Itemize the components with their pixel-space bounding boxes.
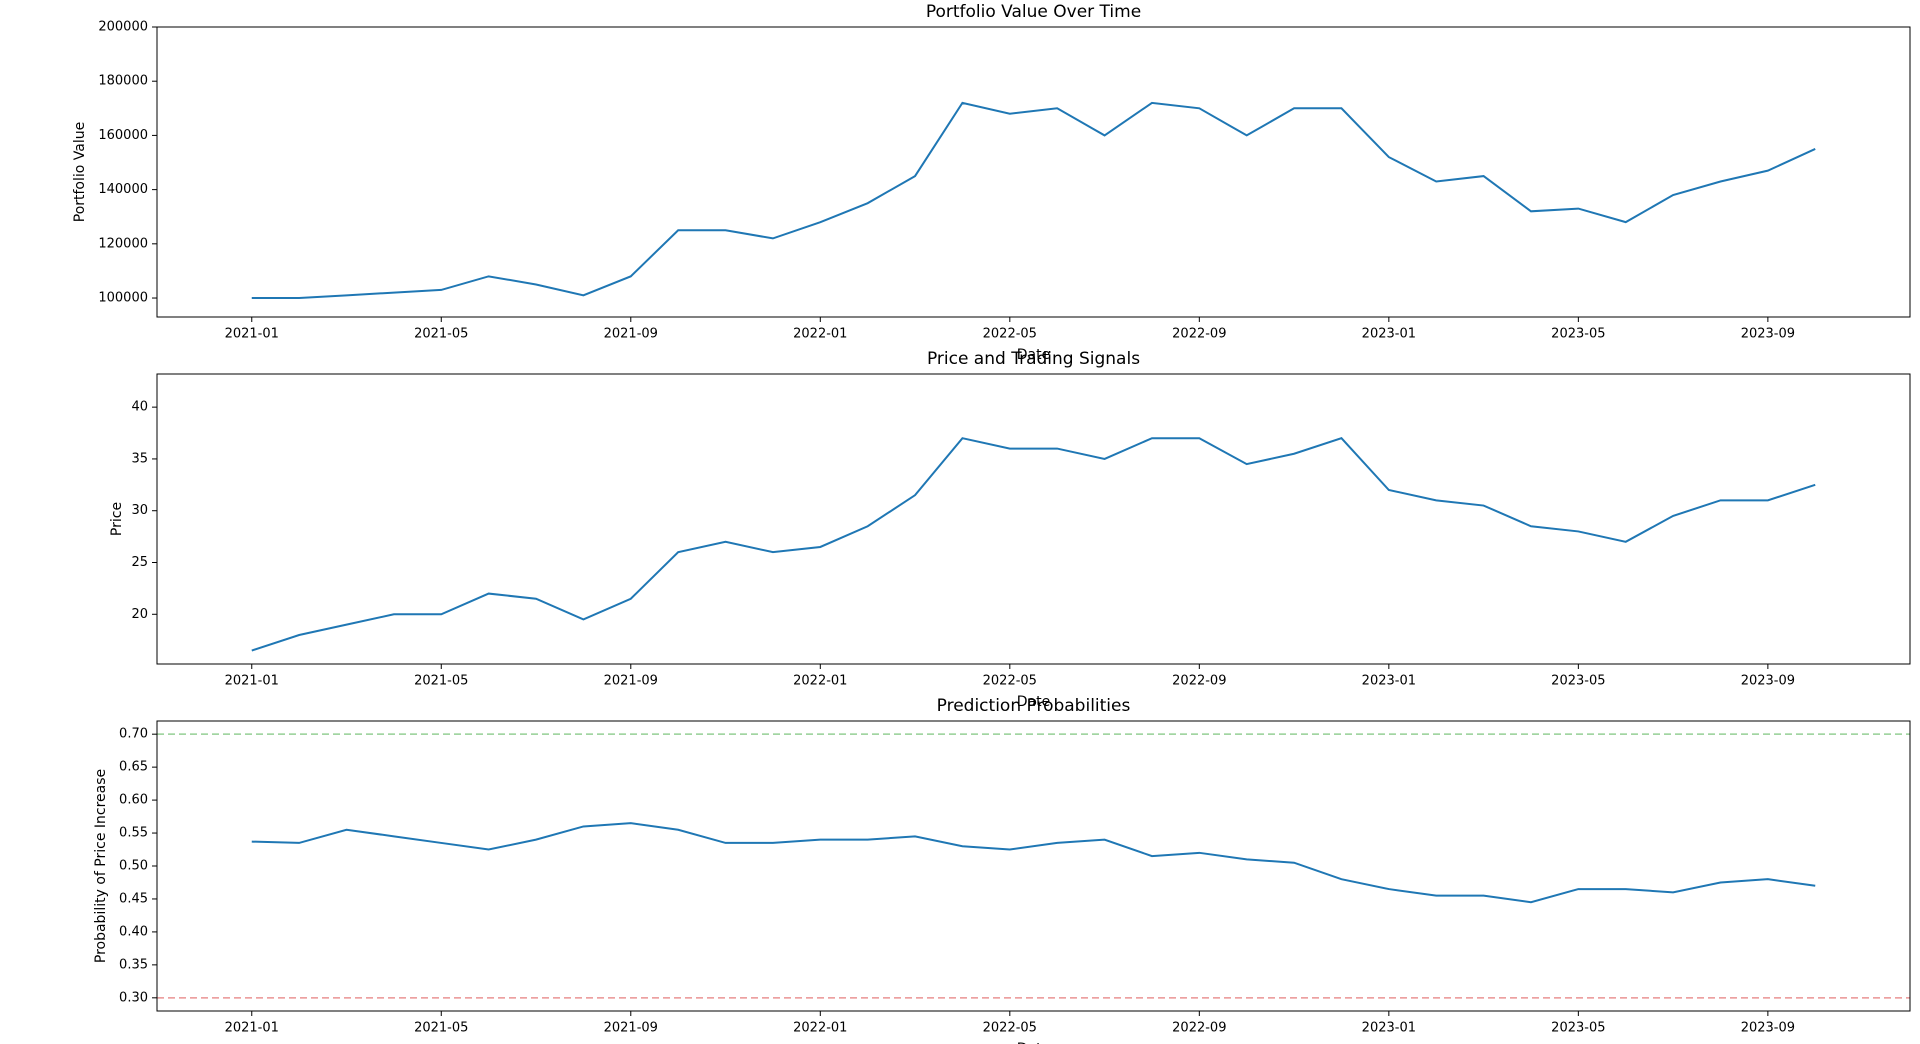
x-tick-label: 2021-01	[225, 1021, 279, 1036]
y-axis-label: Price	[109, 502, 125, 536]
x-axis-label: Date	[1017, 347, 1050, 363]
x-tick-label: 2023-05	[1551, 1021, 1605, 1036]
y-tick-label: 35	[131, 451, 148, 466]
x-tick-label: 2023-05	[1551, 327, 1605, 342]
y-tick-label: 0.65	[119, 760, 148, 775]
x-tick-label: 2021-05	[414, 327, 468, 342]
y-tick-label: 0.35	[119, 957, 148, 972]
x-tick-label: 2022-09	[1172, 674, 1226, 689]
y-tick-label: 0.50	[119, 859, 148, 874]
y-tick-label: 180000	[98, 74, 148, 89]
x-axis-label: Date	[1017, 694, 1050, 710]
y-tick-label: 30	[131, 503, 148, 518]
x-tick-label: 2023-09	[1741, 1021, 1795, 1036]
y-tick-label: 0.45	[119, 891, 148, 906]
y-tick-label: 0.60	[119, 793, 148, 808]
x-tick-label: 2022-05	[983, 1021, 1037, 1036]
x-tick-label: 2021-09	[604, 327, 658, 342]
x-tick-label: 2021-01	[225, 674, 279, 689]
y-tick-label: 120000	[98, 236, 148, 251]
y-tick-label: 140000	[98, 182, 148, 197]
x-tick-label: 2022-01	[793, 674, 847, 689]
y-tick-label: 160000	[98, 128, 148, 143]
x-tick-label: 2022-01	[793, 327, 847, 342]
y-tick-label: 40	[131, 400, 148, 415]
plot-frame	[156, 373, 1911, 665]
x-axis-label: Date	[1017, 1041, 1050, 1044]
x-tick-label: 2023-01	[1362, 674, 1416, 689]
x-tick-label: 2021-09	[604, 674, 658, 689]
y-tick-label: 100000	[98, 291, 148, 306]
x-tick-label: 2021-01	[225, 327, 279, 342]
chart-title: Prediction Probabilities	[937, 696, 1131, 716]
x-tick-label: 2022-05	[983, 327, 1037, 342]
y-axis-label: Portfolio Value	[72, 122, 88, 223]
y-tick-label: 20	[131, 607, 148, 622]
y-tick-label: 25	[131, 555, 148, 570]
x-tick-label: 2023-01	[1362, 1021, 1416, 1036]
x-tick-label: 2023-01	[1362, 327, 1416, 342]
y-tick-label: 0.40	[119, 924, 148, 939]
x-tick-label: 2022-09	[1172, 327, 1226, 342]
data-line	[251, 101, 1816, 300]
x-tick-label: 2023-05	[1551, 674, 1605, 689]
y-tick-label: 0.70	[119, 727, 148, 742]
x-tick-label: 2021-05	[414, 1021, 468, 1036]
x-tick-label: 2023-09	[1741, 327, 1795, 342]
plot-frame	[156, 26, 1911, 318]
x-tick-label: 2022-01	[793, 1021, 847, 1036]
data-line	[251, 437, 1816, 652]
x-tick-label: 2022-09	[1172, 1021, 1226, 1036]
chart-title: Price and Trading Signals	[927, 349, 1140, 369]
x-tick-label: 2023-09	[1741, 674, 1795, 689]
y-tick-label: 200000	[98, 20, 148, 35]
plot-frame	[156, 720, 1911, 1012]
y-tick-label: 0.55	[119, 826, 148, 841]
y-tick-label: 0.30	[119, 990, 148, 1005]
data-line	[251, 822, 1816, 904]
x-tick-label: 2021-05	[414, 674, 468, 689]
y-axis-label: Probability of Price Increase	[93, 769, 109, 963]
x-tick-label: 2021-09	[604, 1021, 658, 1036]
chart-title: Portfolio Value Over Time	[926, 2, 1141, 22]
x-tick-label: 2022-05	[983, 674, 1037, 689]
